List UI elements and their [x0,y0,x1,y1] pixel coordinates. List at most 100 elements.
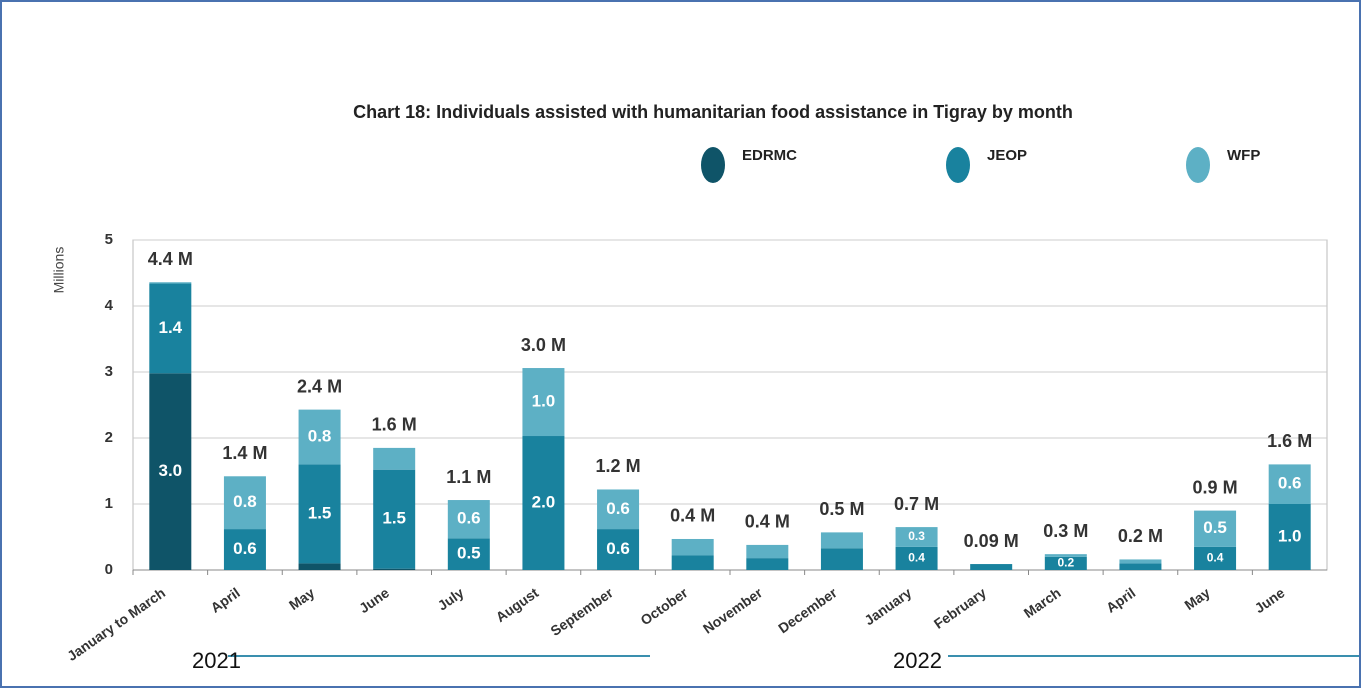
value-label: 0.8 [233,492,257,511]
total-label: 2.4 M [297,376,342,396]
value-label: 0.6 [606,499,630,518]
bar-segment [373,469,416,569]
value-label: 1.5 [382,509,406,528]
x-tick-label: May [1181,584,1213,613]
bar-segment [373,447,416,470]
bar-segment [1194,546,1237,570]
bar-segment [597,529,640,570]
y-tick-label: 0 [105,561,113,578]
value-label: 0.6 [1278,474,1302,493]
value-label: 0.2 [1057,556,1074,570]
x-tick-label: January [861,584,914,628]
value-label: 0.6 [233,539,257,558]
y-tick-label: 1 [105,495,113,512]
value-label: 0.4 [1207,551,1224,565]
legend-marker [1186,147,1210,183]
x-tick-label: April [207,584,242,615]
x-tick-label: October [637,584,691,628]
total-label: 0.7 M [894,494,939,514]
bar-segment [1044,554,1087,557]
value-label: 1.0 [1278,526,1302,545]
x-tick-label: November [700,584,766,637]
x-tick-label: June [1252,584,1288,616]
y-axis-label: Millions [51,247,67,294]
bar-segment [373,568,416,570]
bar-segment [970,564,1013,570]
bar-segment [1268,464,1311,504]
bar-segment [223,476,266,530]
y-tick-label: 5 [105,231,113,248]
x-tick-label: September [547,584,616,639]
value-label: 3.0 [158,461,182,480]
bar-segment [895,527,938,547]
bar-segment [149,283,192,374]
legend-marker [701,147,725,183]
value-label: 0.6 [457,509,481,528]
bar-segment [820,548,863,570]
total-label: 0.4 M [670,506,715,526]
bar-segment [597,489,640,530]
total-label: 3.0 M [521,335,566,355]
bar-segment [522,436,565,570]
value-label: 0.8 [308,426,332,445]
bar-segment [298,464,341,564]
bar-segment [522,368,565,437]
bar-segment [149,373,192,570]
value-label: 1.4 [158,318,182,337]
bar-segment [746,544,789,559]
total-label: 1.6 M [372,415,417,435]
value-label: 1.0 [532,392,556,411]
bar-segment [1268,504,1311,570]
value-label: 0.4 [908,551,925,565]
year-label: 2022 [893,648,942,673]
bar-segment [1194,510,1237,547]
legend-marker [946,147,970,183]
x-tick-label: August [493,584,542,625]
bar-segment [746,558,789,570]
year-label: 2021 [192,648,241,673]
x-tick-label: December [775,584,840,636]
y-tick-label: 4 [105,297,114,314]
value-label: 0.3 [908,529,925,543]
total-label: 1.1 M [446,467,491,487]
bar-segment [223,529,266,570]
value-label: 1.5 [308,503,332,522]
bar-segment [1119,559,1162,564]
bar-segment [671,555,714,570]
x-tick-label: July [435,584,467,613]
bar-segment [671,538,714,556]
total-label: 1.6 M [1267,431,1312,451]
bar-segment [820,532,863,549]
chart-title: Chart 18: Individuals assisted with huma… [353,102,1073,122]
value-label: 0.5 [1203,518,1227,537]
legend-label: WFP [1227,147,1260,164]
value-label: 0.6 [606,539,630,558]
total-label: 0.5 M [819,499,864,519]
bar-segment [298,409,341,465]
value-label: 2.0 [532,492,556,511]
legend-label: EDRMC [742,147,797,164]
y-tick-label: 3 [105,363,113,380]
total-label: 0.3 M [1043,521,1088,541]
x-tick-label: June [356,584,392,616]
total-label: 4.4 M [148,249,193,269]
total-label: 0.9 M [1193,477,1238,497]
x-tick-label: May [286,584,318,613]
bar-segment [298,563,341,570]
total-label: 1.2 M [596,456,641,476]
bar-segment [149,282,192,284]
x-tick-label: March [1021,584,1064,621]
total-label: 0.2 M [1118,526,1163,546]
total-label: 0.09 M [964,531,1019,551]
legend-label: JEOP [987,147,1027,164]
bar-segment [1119,563,1162,570]
x-tick-label: April [1103,584,1138,615]
bar-segment [447,500,490,539]
bar-segment [1044,556,1087,570]
bar-segment [447,538,490,570]
x-tick-label: February [931,584,989,632]
bar-segment [895,546,938,570]
total-label: 0.4 M [745,512,790,532]
